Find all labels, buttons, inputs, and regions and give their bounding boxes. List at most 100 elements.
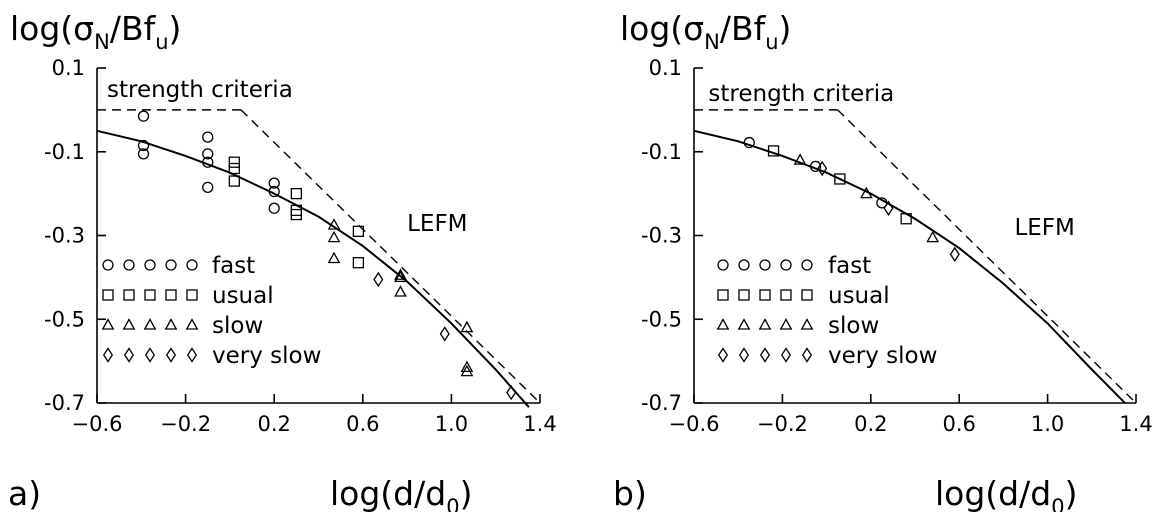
legend-symbol-diamond xyxy=(144,347,156,363)
x-tick-label: −0.6 xyxy=(669,412,720,436)
size-effect-curve xyxy=(693,129,1126,404)
legend-symbol-diamond xyxy=(780,347,792,363)
data-point-usual xyxy=(900,213,912,225)
data-point-fast xyxy=(876,197,888,209)
data-point-very-slow xyxy=(439,326,450,342)
legend-label: slow xyxy=(212,313,263,339)
y-tick-label: -0.1 xyxy=(641,140,682,164)
data-point-very-slow xyxy=(817,160,828,177)
data-point-slow xyxy=(460,360,474,373)
legend-symbol-circle xyxy=(738,259,750,271)
strength-criteria-label: strength criteria xyxy=(107,77,293,103)
data-point-usual xyxy=(228,162,240,175)
legend-symbol-diamond xyxy=(165,347,177,363)
legend-symbol-triangle xyxy=(737,318,751,330)
lefm-line xyxy=(240,109,541,404)
data-point-usual xyxy=(290,208,303,221)
y-tick-label: -0.3 xyxy=(44,224,85,248)
legend-symbol-square xyxy=(738,289,750,301)
data-point-usual xyxy=(290,187,303,200)
legend-symbol-circle xyxy=(165,259,177,271)
legend-symbol-circle xyxy=(801,259,813,271)
legend-symbol-circle xyxy=(144,259,156,271)
data-point-slow xyxy=(327,218,341,230)
legend-symbol-diamond xyxy=(759,347,771,363)
lefm-label: LEFM xyxy=(407,211,467,237)
legend-symbol-circle xyxy=(186,259,198,271)
data-point-slow xyxy=(394,270,407,283)
data-point-slow xyxy=(394,268,407,280)
data-point-fast xyxy=(743,136,755,149)
legend-symbol-square xyxy=(144,289,156,301)
data-point-usual xyxy=(352,257,365,269)
data-point-slow xyxy=(793,153,807,165)
x-axis-label: log(d/d0) xyxy=(330,474,472,512)
y-tick-label: -0.7 xyxy=(641,391,682,415)
legend-symbol-diamond xyxy=(102,347,114,363)
y-tick-label: -0.5 xyxy=(641,307,682,331)
data-point-very-slow xyxy=(883,200,894,216)
legend-symbol-diamond xyxy=(801,347,813,363)
y-tick-label: -0.3 xyxy=(641,224,682,248)
legend-label: very slow xyxy=(212,343,321,369)
legend-symbol-square xyxy=(186,289,198,301)
legend-label: fast xyxy=(212,253,255,279)
x-tick-label: 1.4 xyxy=(1119,412,1152,436)
data-point-usual xyxy=(767,145,780,157)
legend-symbol-triangle xyxy=(800,318,814,330)
data-point-slow xyxy=(327,230,341,243)
data-point-usual xyxy=(228,175,240,187)
legend-symbol-diamond xyxy=(186,347,198,363)
legend-symbol-triangle xyxy=(716,318,730,330)
data-point-slow xyxy=(460,364,474,377)
data-point-very-slow xyxy=(373,271,384,288)
data-point-fast xyxy=(268,177,280,189)
x-axis-label: log(d/d0) xyxy=(935,474,1077,512)
y-axis-label: log(σN/Bfu) xyxy=(10,9,181,54)
legend-symbol-diamond xyxy=(717,347,729,363)
chart-panel-a: log(σN/Bfu) log(d/d0) a) 0.1 -0.1 -0.3 -0.5… xyxy=(8,9,557,512)
data-point-fast xyxy=(202,156,214,168)
legend-label: usual xyxy=(212,283,274,309)
data-point-usual xyxy=(352,225,365,237)
legend-symbol-triangle xyxy=(143,318,157,330)
x-tick-label: 1.0 xyxy=(435,412,468,436)
x-tick-label: −0.6 xyxy=(72,412,123,436)
legend-label: slow xyxy=(828,313,879,339)
panel-label: b) xyxy=(613,474,647,512)
data-point-fast xyxy=(202,181,214,193)
y-tick-label: -0.1 xyxy=(44,140,85,164)
legend-symbol-square xyxy=(759,289,771,301)
legend-symbol-circle xyxy=(717,259,729,271)
y-tick-label: 0.1 xyxy=(52,56,85,80)
data-point-slow xyxy=(327,251,341,264)
legend-symbol-diamond xyxy=(123,347,135,363)
x-tick-label: 0.6 xyxy=(942,412,975,436)
y-axis-label: log(σN/Bfu) xyxy=(620,9,791,54)
data-point-fast xyxy=(137,110,150,122)
legend-symbol-square xyxy=(102,289,114,301)
legend-symbol-triangle xyxy=(101,318,115,330)
size-effect-curve xyxy=(96,129,530,408)
data-point-slow xyxy=(926,230,940,243)
legend-symbol-square xyxy=(165,289,177,301)
data-point-usual xyxy=(834,173,846,185)
data-point-very-slow xyxy=(949,246,960,263)
x-tick-label: 0.2 xyxy=(854,412,887,436)
legend-symbol-triangle xyxy=(164,318,178,330)
x-tick-label: 0.6 xyxy=(346,412,379,436)
lefm-line xyxy=(837,109,1137,404)
strength-criteria-label: strength criteria xyxy=(708,81,894,107)
legend-label: usual xyxy=(828,283,890,309)
legend-symbol-square xyxy=(123,289,135,301)
data-point-fast xyxy=(202,148,214,160)
data-point-slow xyxy=(860,186,873,199)
legend-symbol-square xyxy=(801,289,813,301)
x-tick-label: 0.2 xyxy=(257,412,290,436)
legend-symbol-triangle xyxy=(185,318,199,330)
legend-label: fast xyxy=(828,253,871,279)
data-point-fast xyxy=(268,185,280,198)
data-point-slow xyxy=(460,320,474,333)
y-tick-label: -0.7 xyxy=(44,391,85,415)
